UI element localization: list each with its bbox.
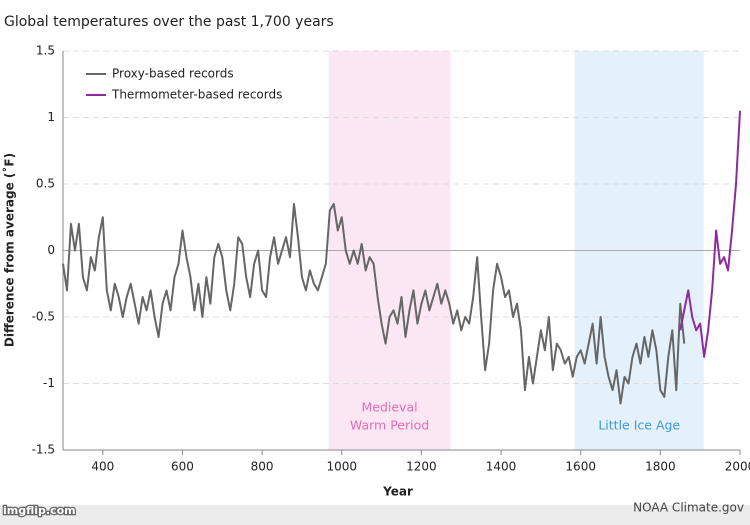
chart-title: Global temperatures over the past 1,700 … — [4, 14, 334, 30]
x-tick-label: 600 — [171, 460, 194, 474]
x-tick-label: 400 — [91, 460, 114, 474]
x-tick-label: 800 — [251, 460, 274, 474]
legend: Proxy-based records Thermometer-based rec… — [86, 67, 282, 102]
region-label: Little Ice Age — [598, 418, 680, 433]
bottom-band — [0, 505, 750, 525]
x-axis-title: Year — [382, 485, 413, 499]
y-tick-label: 0.5 — [36, 177, 55, 191]
y-tick-label: 1.5 — [36, 44, 55, 58]
y-axis-title: Difference from average (˚F) — [2, 153, 17, 347]
watermark: imgflip.com — [3, 504, 76, 517]
series — [62, 110, 741, 405]
x-tick-label: 1000 — [326, 460, 357, 474]
source: NOAA Climate.gov — [633, 501, 744, 515]
x-tick-label: 1800 — [645, 460, 676, 474]
x-tick-label: 1600 — [565, 460, 596, 474]
y-tick-label: 1 — [47, 110, 55, 124]
region-label: Medieval — [361, 400, 417, 415]
y-tick-label: 0 — [47, 243, 55, 257]
x-tick-label: 2000 — [725, 460, 750, 474]
y-tick-label: -1.5 — [32, 443, 55, 457]
y-tick-label: -0.5 — [32, 310, 55, 324]
x-tick-label: 1400 — [486, 460, 517, 474]
grid: -1.5 -1 -0.5 0 0.5 1 1.5 400 600 800 1000 1200 1400 1… — [32, 44, 750, 474]
series-line — [679, 110, 741, 358]
x-tick-label: 1200 — [406, 460, 437, 474]
region-label: Warm Period — [350, 418, 429, 433]
legend-label: Thermometer-based records — [111, 88, 282, 102]
legend-label: Proxy-based records — [112, 67, 234, 81]
series-line — [62, 202, 686, 405]
y-tick-label: -1 — [43, 376, 55, 390]
